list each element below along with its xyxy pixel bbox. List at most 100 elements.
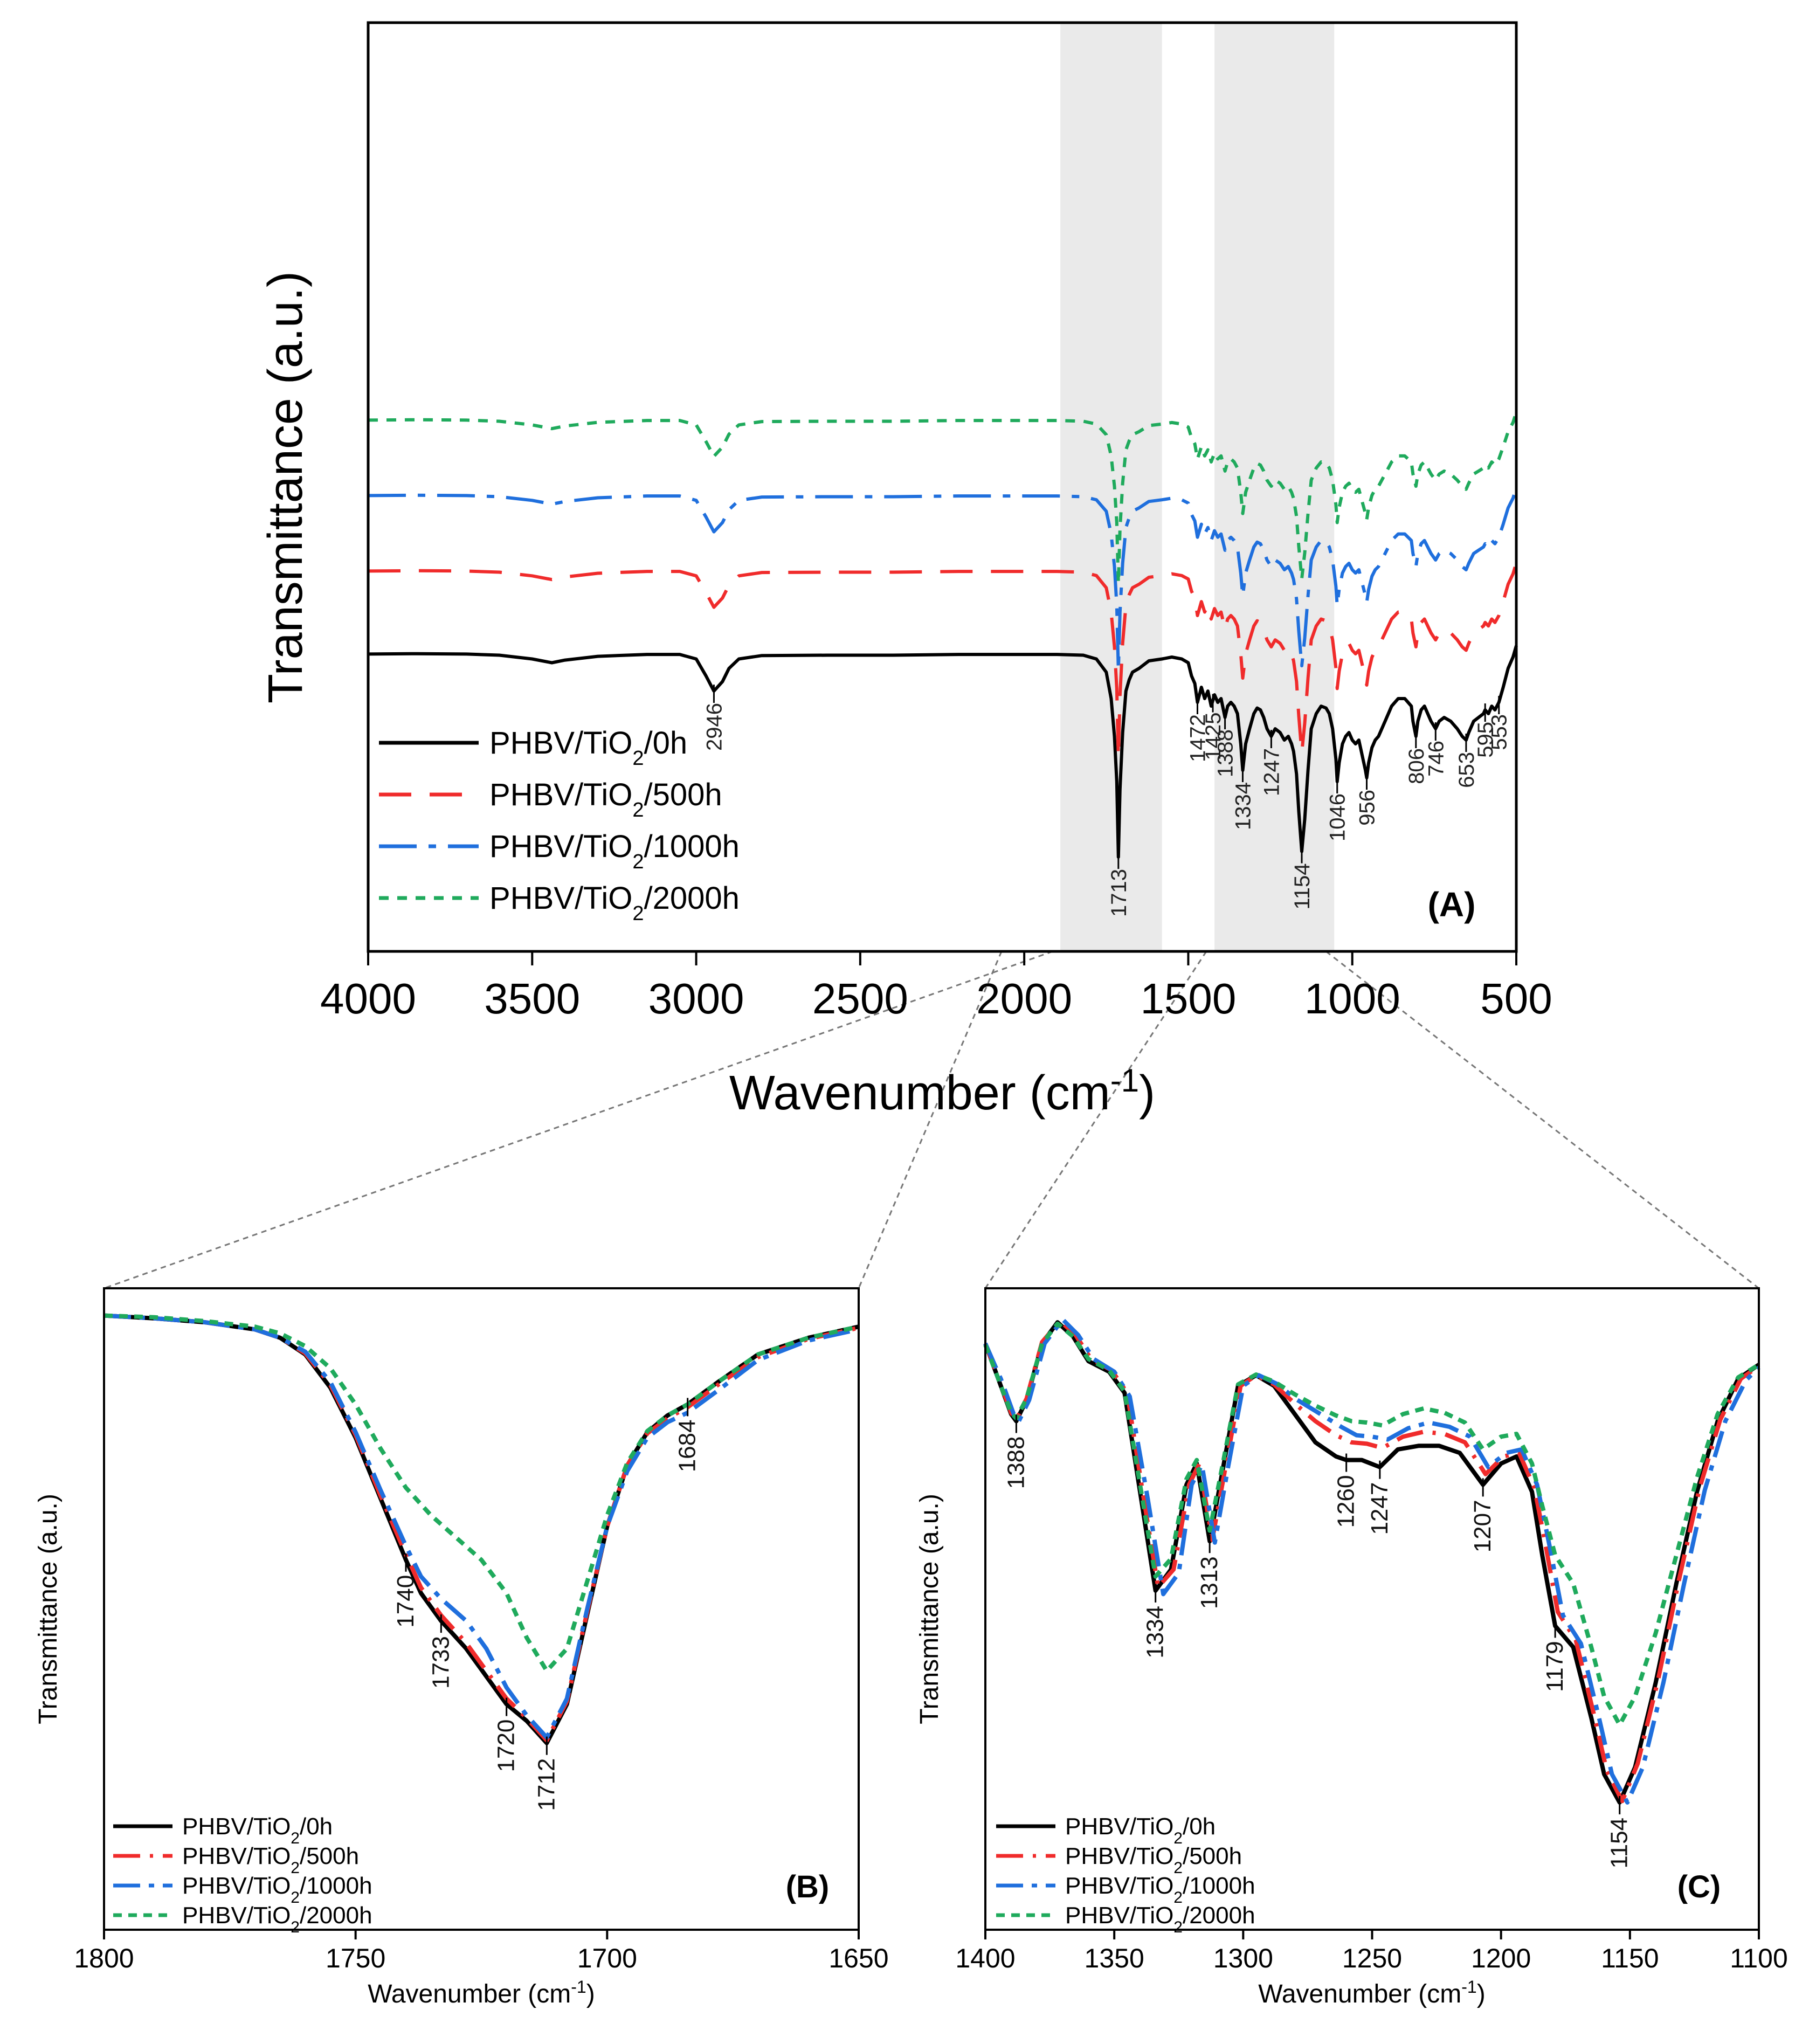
peak-label-1720: 1720 [493, 1720, 520, 1772]
panel-b-x-axis-label: Wavenumber (cm-1) [368, 1977, 595, 2008]
panel-b-legend: PHBV/TiO2/0hPHBV/TiO2/500hPHBV/TiO2/1000… [113, 1813, 372, 1936]
peak-label-1684: 1684 [674, 1419, 701, 1472]
panel-b: 1740 1733 1720 1712 1684 1800 1750 1700 1650 Wa… [34, 1287, 889, 2008]
series-line-2000h [983, 1321, 1760, 1727]
shaded-region-2 [1214, 23, 1335, 951]
x-tick-label-1500: 1500 [1140, 975, 1236, 1023]
legend-label-1000h: PHBV/TiO2/1000h [182, 1873, 372, 1907]
series-line-2000h [368, 411, 1518, 585]
legend-label-1000h: PHBV/TiO2/1000h [1065, 1873, 1255, 1907]
panel-a-label: (A) [1428, 885, 1476, 924]
panel-b-frame [103, 1287, 860, 1931]
x-tick-label-500: 500 [1480, 975, 1552, 1023]
panel-a-x-axis-label: Wavenumber (cm-1) [729, 1062, 1155, 1121]
legend-label-2000h: PHBV/TiO2/2000h [182, 1902, 372, 1936]
peak-label-1712: 1712 [533, 1758, 560, 1811]
peak-label-1260: 1260 [1333, 1475, 1359, 1528]
peak-label-806: 806 [1405, 748, 1428, 784]
peak-label-595: 595 [1474, 722, 1497, 758]
x-tick-label-1800: 1800 [74, 1943, 134, 1973]
peak-label-1472: 1472 [1186, 714, 1210, 762]
legend-label-500h: PHBV/TiO2/500h [489, 777, 722, 821]
legend-label-0h: PHBV/TiO2/0h [182, 1813, 333, 1847]
peak-label-1179: 1179 [1542, 1641, 1568, 1692]
series-line-0h [983, 1320, 1760, 1805]
legend-label-0h: PHBV/TiO2/0h [489, 726, 687, 770]
series-line-0h [368, 645, 1518, 859]
panel-a-shaded-regions [1060, 23, 1335, 951]
panel-c-y-axis-label: Transmittance (a.u.) [915, 1494, 944, 1724]
legend-label-1000h: PHBV/TiO2/1000h [489, 829, 740, 873]
peak-label-1740: 1740 [392, 1575, 419, 1628]
x-tick-label-1350: 1350 [1085, 1943, 1144, 1973]
peak-label-1154: 1154 [1606, 1818, 1633, 1869]
x-tick-label-1700: 1700 [577, 1943, 637, 1973]
peak-label-1313: 1313 [1196, 1556, 1223, 1609]
peak-label-956: 956 [1355, 790, 1379, 826]
panel-b-y-axis-label: Transmittance (a.u.) [34, 1494, 63, 1724]
zoom-guide-lines [103, 950, 1759, 1289]
panel-c: 1388 1334 1313 1260 1247 1207 1179 1154 1400 135… [915, 1287, 1788, 2008]
panel-c-label: (C) [1677, 1869, 1721, 1904]
panel-a-series [368, 411, 1518, 859]
x-tick-label-1250: 1250 [1342, 1943, 1402, 1973]
legend-label-2000h: PHBV/TiO2/2000h [489, 881, 740, 925]
panel-b-series [103, 1313, 859, 1745]
panel-b-label: (B) [786, 1869, 830, 1904]
panel-a-frame [367, 21, 1518, 953]
panel-c-legend: PHBV/TiO2/0hPHBV/TiO2/500hPHBV/TiO2/1000… [996, 1813, 1255, 1936]
series-line-1000h [983, 1317, 1760, 1805]
shaded-region-1 [1060, 23, 1162, 951]
peak-label-553: 553 [1488, 714, 1511, 750]
series-line-500h [983, 1318, 1760, 1804]
peak-label-1247: 1247 [1366, 1482, 1393, 1535]
panel-c-series [983, 1317, 1760, 1805]
x-tick-label-1200: 1200 [1471, 1943, 1531, 1973]
x-tick-label-1650: 1650 [828, 1943, 888, 1973]
panel-a-y-axis-label: Transmittance (a.u.) [259, 271, 313, 703]
peak-label-1334: 1334 [1142, 1606, 1169, 1659]
series-line-1000h [103, 1313, 859, 1740]
x-tick-label-1150: 1150 [1601, 1943, 1659, 1973]
panel-c-peak-labels: 1388 1334 1313 1260 1247 1207 1179 1154 [1003, 1414, 1633, 1869]
legend-label-2000h: PHBV/TiO2/2000h [1065, 1902, 1255, 1936]
x-tick-label-2000: 2000 [976, 975, 1072, 1023]
series-line-500h [368, 562, 1518, 760]
peak-label-2946: 2946 [702, 703, 726, 751]
legend-label-500h: PHBV/TiO2/500h [1065, 1843, 1242, 1877]
x-tick-label-3000: 3000 [648, 975, 744, 1023]
peak-label-1388: 1388 [1003, 1437, 1029, 1489]
peak-label-1388: 1388 [1214, 729, 1238, 777]
peak-label-1247: 1247 [1260, 748, 1283, 796]
peak-label-1046: 1046 [1326, 793, 1350, 841]
panel-c-x-ticks: 1400 1350 1300 1250 1200 1150 1100 [955, 1930, 1788, 1973]
panel-a-legend: PHBV/TiO2/0h PHBV/TiO2/500h PHBV/TiO2/1000… [379, 726, 740, 925]
peak-label-653: 653 [1455, 752, 1479, 788]
peak-label-1334: 1334 [1231, 782, 1255, 830]
peak-label-1154: 1154 [1290, 864, 1314, 910]
peak-label-1713: 1713 [1107, 869, 1131, 917]
series-line-2000h [103, 1313, 859, 1673]
series-line-0h [103, 1313, 859, 1745]
peak-label-746: 746 [1424, 741, 1448, 777]
series-line-500h [103, 1313, 859, 1743]
x-tick-label-1400: 1400 [955, 1943, 1015, 1973]
panel-a-x-ticks: 4000 3500 3000 2500 2000 1500 1000 500 [320, 951, 1552, 1023]
legend-label-0h: PHBV/TiO2/0h [1065, 1813, 1216, 1847]
panel-b-x-ticks: 1800 1750 1700 1650 [74, 1930, 889, 1973]
peak-label-1207: 1207 [1469, 1500, 1496, 1552]
peak-label-1425: 1425 [1202, 713, 1225, 761]
x-tick-label-1100: 1100 [1730, 1943, 1788, 1973]
panel-c-x-axis-label: Wavenumber (cm-1) [1258, 1977, 1485, 2008]
x-tick-label-1000: 1000 [1304, 975, 1400, 1023]
x-tick-label-2500: 2500 [812, 975, 908, 1023]
peak-label-1733: 1733 [427, 1636, 454, 1689]
x-tick-label-4000: 4000 [320, 975, 416, 1023]
x-tick-label-3500: 3500 [484, 975, 580, 1023]
x-tick-label-1750: 1750 [326, 1943, 385, 1973]
x-tick-label-1300: 1300 [1213, 1943, 1273, 1973]
series-line-1000h [368, 487, 1518, 673]
